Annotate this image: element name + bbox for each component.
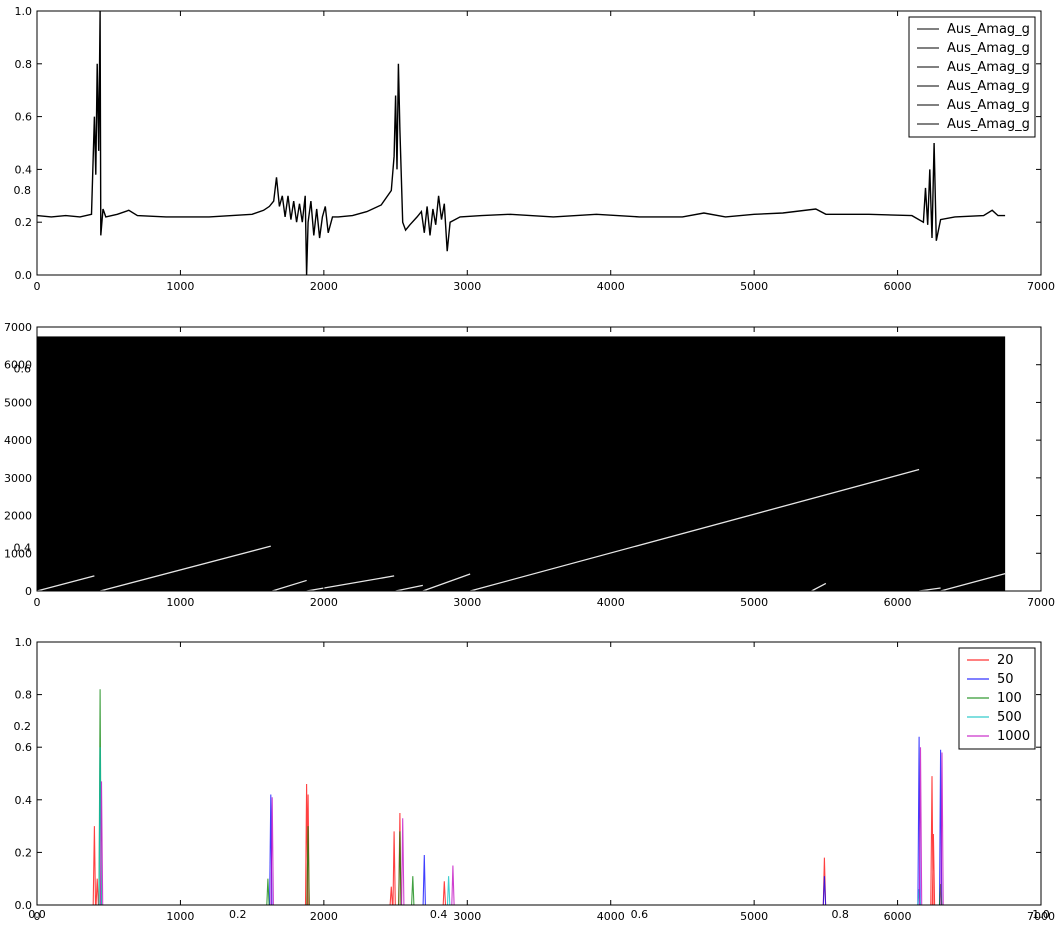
heatmap-trace: [395, 584, 423, 592]
x-tick-label: 5000: [740, 910, 768, 923]
heatmap-trace: [940, 573, 1006, 592]
legend-label: Aus_Amag_g: [947, 60, 1030, 75]
y-tick-label: 2000: [4, 510, 32, 523]
overlay-y-tick-label: 0.4: [14, 541, 32, 554]
legend-label: Aus_Amag_g: [947, 79, 1030, 94]
x-tick-label: 4000: [597, 910, 625, 923]
overlay-x-tick-label: 0.4: [430, 908, 448, 921]
overlay-x-tick-label: 1.0: [1032, 908, 1050, 921]
heatmap-trace: [811, 582, 827, 592]
heatmap-trace: [272, 579, 307, 592]
y-tick-label: 1.0: [15, 636, 33, 649]
heatmap-trace: [99, 545, 271, 592]
legend-label: Aus_Amag_g: [947, 41, 1030, 56]
legend-label: 1000: [997, 729, 1030, 744]
x-tick-label: 4000: [597, 596, 625, 609]
plot-area: [37, 642, 1041, 905]
y-tick-label: 5000: [4, 396, 32, 409]
y-tick-label: 0.6: [15, 741, 33, 754]
plot-frame: [36, 641, 1042, 906]
x-tick-label: 3000: [453, 280, 481, 293]
overlay-y-tick-label: 0.2: [14, 720, 32, 733]
y-tick-label: 1000: [4, 547, 32, 560]
legend-label: 50: [997, 672, 1014, 687]
y-tick-label: 6000: [4, 359, 32, 372]
y-tick-label: 0.6: [15, 111, 33, 124]
y-tick-label: 0: [25, 585, 32, 598]
legend-label: Aus_Amag_g: [947, 117, 1030, 132]
x-tick-label: 0: [34, 910, 41, 923]
heatmap-trace: [918, 587, 941, 592]
legend: Aus_Amag_g Aus_Amag_g Aus_Amag_g Aus_Amag_g…: [908, 16, 1036, 138]
y-tick-label: 4000: [4, 434, 32, 447]
overlay-x-tick-label: 0.6: [631, 908, 649, 921]
panel-middle-heatmap: 0 1000 2000 3000 4000 5000 6000 7000 0 1000 2000 30…: [4, 321, 1055, 609]
x-tick-label: 1000: [166, 910, 194, 923]
overlay-x-tick-label: 0.2: [229, 908, 247, 921]
plot-area: [37, 11, 1041, 275]
x-tick-label: 7000: [1027, 910, 1055, 923]
overlay-y-tick-label: 0.6: [14, 363, 32, 376]
y-tick-label: 0.4: [15, 794, 33, 807]
legend-box: [908, 16, 1036, 138]
legend-label: 100: [997, 691, 1022, 706]
x-tick-label: 3000: [453, 596, 481, 609]
heatmap-trace: [36, 575, 95, 592]
y-tick-label: 3000: [4, 472, 32, 485]
overlay-axis-ticks: 0.2 0.4 0.6 0.8 0.0 0.2 0.4 0.6 0.8 1.0: [14, 184, 1050, 921]
plot-frame: [36, 10, 1042, 276]
y-tick-label: 0.2: [15, 846, 33, 859]
series-line: [36, 10, 1006, 276]
heatmap-trace: [469, 468, 920, 592]
x-tick-label: 1000: [166, 596, 194, 609]
x-tick-label: 2000: [310, 596, 338, 609]
y-tick-label: 1.0: [15, 5, 33, 18]
y-tick-label: 0.0: [15, 269, 33, 282]
heatmap-trace: [422, 573, 471, 592]
legend-label: 20: [997, 653, 1014, 668]
y-tick-label: 0.8: [15, 58, 33, 71]
x-tick-label: 4000: [597, 280, 625, 293]
plot-frame: [36, 326, 1042, 592]
y-tick-label: 7000: [4, 321, 32, 334]
x-tick-label: 2000: [310, 910, 338, 923]
overlay-y-tick-label: 0.8: [14, 184, 32, 197]
y-tick-label: 0.4: [15, 163, 33, 176]
overlay-x-tick-label: 0.8: [831, 908, 849, 921]
legend-box: [958, 647, 1036, 750]
y-tick-label: 0.8: [15, 689, 33, 702]
overlay-x-tick-label: 0.0: [28, 908, 46, 921]
x-tick-label: 5000: [740, 596, 768, 609]
heatmap-trace: [306, 575, 395, 592]
x-tick-label: 2000: [310, 280, 338, 293]
legend-label: Aus_Amag_g: [947, 22, 1030, 37]
x-tick-label: 6000: [884, 596, 912, 609]
x-tick-label: 1000: [166, 280, 194, 293]
legend-label: 500: [997, 710, 1022, 725]
legend-label: Aus_Amag_g: [947, 98, 1030, 113]
x-tick-label: 3000: [453, 910, 481, 923]
x-tick-label: 6000: [884, 280, 912, 293]
panel-top-line-chart: 0 1000 2000 3000 4000 5000 6000 7000 0.0 0.2 0.4 0.…: [15, 5, 1056, 293]
x-tick-label: 6000: [884, 910, 912, 923]
y-tick-label: 0.0: [15, 899, 33, 912]
x-tick-label: 0: [34, 280, 41, 293]
x-tick-label: 7000: [1027, 596, 1055, 609]
heatmap-image: [37, 336, 1006, 591]
x-tick-label: 0: [34, 596, 41, 609]
x-tick-label: 5000: [740, 280, 768, 293]
panel-bottom-peak-chart: 0 1000 2000 3000 4000 5000 6000 7000 0.0 0.2 0.4 0.…: [15, 636, 1056, 923]
x-tick-label: 7000: [1027, 280, 1055, 293]
series-line: [37, 776, 1006, 906]
y-tick-label: 0.2: [15, 216, 33, 229]
legend: 20 50 100 500 1000: [958, 647, 1036, 750]
